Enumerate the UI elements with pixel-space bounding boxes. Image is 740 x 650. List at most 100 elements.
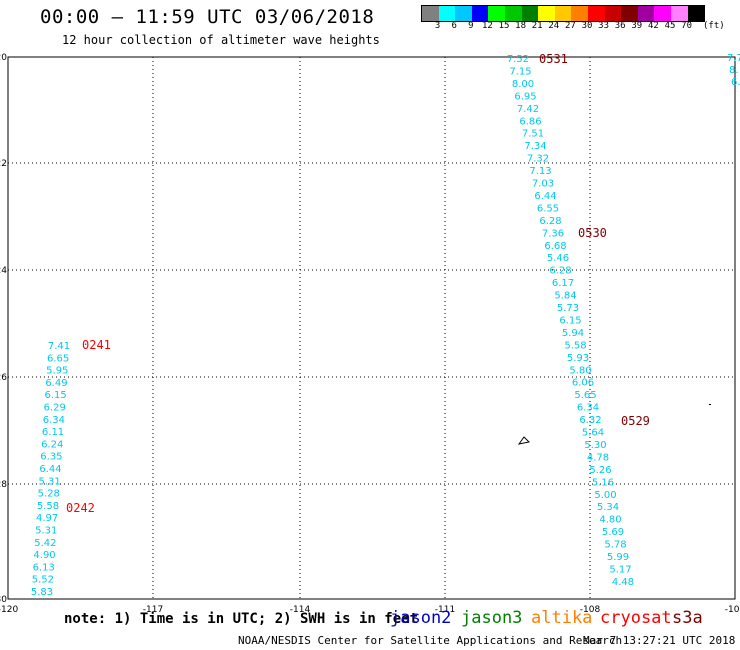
wave-height-label: 7.7 <box>727 53 740 64</box>
legend-swatch <box>554 6 572 21</box>
wave-height-label: 7.41 <box>48 341 70 352</box>
lat-tick-label: -28 <box>0 480 7 490</box>
legend-label: 21 <box>531 21 543 31</box>
pass-time-label: 0242 <box>66 501 95 515</box>
wave-height-label: 5.34 <box>597 502 619 513</box>
legend-swatch <box>654 6 671 21</box>
legend-label: 18 <box>515 21 527 31</box>
wave-height-label: 5.99 <box>607 552 629 563</box>
wave-height-label: 6.95 <box>514 91 536 102</box>
wave-height-label: 5.28 <box>38 489 60 500</box>
wave-height-label: 5.94 <box>562 328 584 339</box>
wave-height-label: 7.15 <box>509 66 531 77</box>
legend-swatch <box>455 6 472 21</box>
wave-height-label: 6.68 <box>544 241 566 252</box>
wave-height-label: 6.29 <box>44 403 66 414</box>
page-subtitle: 12 hour collection of altimeter wave hei… <box>62 33 380 47</box>
footer-credit: NOAA/NESDIS Center for Satellite Applica… <box>238 634 623 647</box>
wave-height-label: 5.64 <box>582 428 604 439</box>
wave-height-label: 5.16 <box>592 477 614 488</box>
footer-timestamp: Mar 7 13:27:21 UTC 2018 <box>583 634 736 647</box>
color-legend <box>421 5 706 22</box>
wave-height-label: 6. <box>731 77 740 88</box>
wave-height-label: 4.90 <box>33 550 55 561</box>
wave-height-label: 6.28 <box>539 216 561 227</box>
legend-label: 42 <box>647 21 659 31</box>
legend-label: 30 <box>581 21 593 31</box>
satellite-name: jason2 <box>390 608 452 628</box>
pass-time-label: 0529 <box>621 414 650 428</box>
satellite-name: s3a <box>672 608 703 628</box>
wave-height-label: 5.00 <box>594 490 616 501</box>
wave-height-label: 6.34 <box>43 415 65 426</box>
wave-height-label: 6.17 <box>552 278 574 289</box>
legend-swatch <box>471 6 489 21</box>
legend-swatch <box>504 6 522 21</box>
wave-height-label: 6.65 <box>47 353 69 364</box>
legend-swatch <box>538 6 555 21</box>
legend-swatch <box>621 6 638 21</box>
wave-height-label: 6.49 <box>45 378 67 389</box>
wave-height-label: 6.35 <box>40 452 62 463</box>
legend-label: 15 <box>498 21 510 31</box>
legend-swatch <box>687 6 705 21</box>
legend-swatch <box>422 6 439 21</box>
wave-height-label: 5.95 <box>46 366 68 377</box>
wave-height-label: 5.69 <box>602 527 624 538</box>
legend-swatch <box>587 6 605 21</box>
legend-swatch <box>438 6 456 21</box>
legend-swatch <box>521 6 539 21</box>
lat-tick-label: -24 <box>0 266 7 276</box>
island-shape <box>709 404 711 405</box>
wave-height-label: 5.31 <box>39 476 61 487</box>
lon-tick-label: -117 <box>143 605 163 615</box>
island-shape <box>517 436 531 445</box>
wave-height-label: 5.31 <box>35 526 57 537</box>
wave-height-label: 5.73 <box>557 303 579 314</box>
wave-height-label: 6.24 <box>41 439 63 450</box>
wave-height-label: 6.13 <box>33 562 55 573</box>
wave-height-label: 7.13 <box>529 166 551 177</box>
legend-label: 12 <box>481 21 493 31</box>
pass-time-label: 0530 <box>578 226 607 240</box>
lat-tick-label: -20 <box>0 53 7 63</box>
satellite-name: altika <box>531 608 593 628</box>
legend-swatch <box>488 6 505 21</box>
page-title: 00:00 – 11:59 UTC 03/06/2018 <box>40 6 375 28</box>
wave-height-label: 5.80 <box>569 365 591 376</box>
pass-time-label: 0241 <box>82 338 111 352</box>
wave-height-label: 6.06 <box>572 378 594 389</box>
wave-height-label: 5.58 <box>37 501 59 512</box>
legend-labels: 3 6 9 12 15 18 21 24 27 30 33 36 39 42 45 70 <box>421 21 737 33</box>
wave-height-label: 4.78 <box>587 452 609 463</box>
lon-tick-label: -120 <box>0 605 18 615</box>
footer-note: note: 1) Time is in UTC; 2) SWH is in fe… <box>64 611 419 627</box>
legend-swatch <box>571 6 588 21</box>
wave-height-label: 7.03 <box>532 179 554 190</box>
lon-tick-label: -114 <box>290 605 311 615</box>
lon-tick-label: -108 <box>580 605 601 615</box>
wave-height-label: 4.48 <box>612 577 634 588</box>
wave-height-label: 7.34 <box>524 141 546 152</box>
legend-label: 6 <box>451 21 457 31</box>
wave-height-label: 5.26 <box>589 465 611 476</box>
wave-height-label: 5.30 <box>584 440 606 451</box>
legend-swatch <box>604 6 622 21</box>
wave-height-label: 6.15 <box>559 315 581 326</box>
lon-tick-label: -105 <box>725 605 740 615</box>
legend-label: 45 <box>664 21 676 31</box>
wave-height-label: 4.80 <box>599 515 621 526</box>
wave-height-label: 6.44 <box>39 464 61 475</box>
legend-label: 27 <box>564 21 576 31</box>
wave-height-label: 6.55 <box>537 203 559 214</box>
satellite-name: cryosat <box>600 608 672 628</box>
wave-height-label: 6.15 <box>44 390 66 401</box>
lat-tick-label: -22 <box>0 159 7 169</box>
wave-height-label: 6.86 <box>519 116 541 127</box>
legend-label: 9 <box>468 21 474 31</box>
lon-tick-label: -111 <box>435 605 455 615</box>
legend-unit: (ft) <box>703 21 725 31</box>
legend-label: 33 <box>598 21 610 31</box>
wave-height-label: 7.36 <box>542 228 564 239</box>
legend-label: 3 <box>434 21 441 31</box>
